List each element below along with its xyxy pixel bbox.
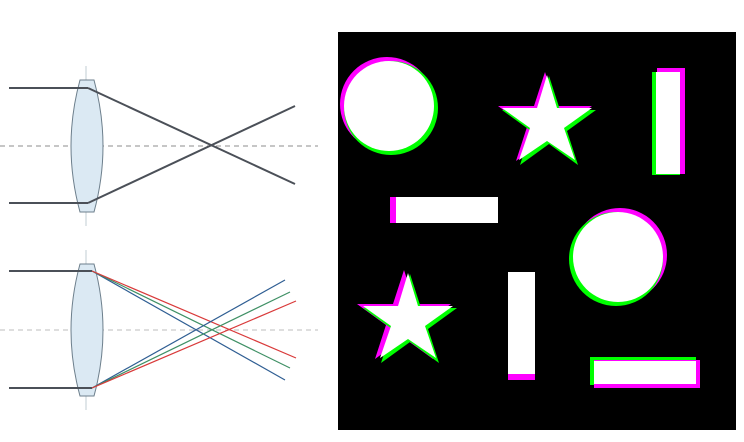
lens-shape-bottom bbox=[70, 263, 104, 397]
circle-shape-top-left bbox=[340, 57, 438, 155]
white-circle bbox=[573, 212, 663, 302]
horizontal-bar-middle-left bbox=[390, 197, 498, 223]
ray-lower-out bbox=[87, 105, 296, 204]
blue-ray-lower bbox=[91, 279, 286, 389]
incoming-rays-bottom bbox=[9, 270, 92, 389]
star-shape-top bbox=[498, 72, 596, 165]
white-circle bbox=[344, 61, 434, 151]
horizontal-bar-bottom-right bbox=[590, 357, 700, 388]
incoming-rays-top bbox=[9, 87, 88, 204]
white-bar bbox=[594, 361, 696, 384]
chromatic-aberration-shapes bbox=[338, 32, 736, 430]
circle-shape-right bbox=[569, 208, 667, 306]
ray-upper-out bbox=[87, 87, 296, 185]
star-shape-bottom-left bbox=[357, 270, 457, 363]
monochromatic-lens-diagram bbox=[0, 66, 318, 226]
white-star bbox=[502, 75, 592, 160]
focused-rays-top bbox=[87, 87, 296, 204]
red-ray-lower bbox=[91, 300, 297, 389]
blue-ray-upper bbox=[91, 270, 286, 381]
dispersed-rays bbox=[91, 270, 297, 389]
white-bar bbox=[656, 72, 680, 174]
green-ray-upper bbox=[91, 270, 291, 369]
lens-shape-top bbox=[70, 79, 104, 213]
green-ray-lower bbox=[91, 291, 291, 389]
white-bar bbox=[396, 197, 498, 223]
red-ray-upper bbox=[91, 270, 297, 359]
optics-diagram bbox=[0, 66, 318, 410]
vertical-bar-top-right bbox=[652, 68, 685, 175]
white-star bbox=[363, 273, 453, 358]
chromatic-dispersion-lens-diagram bbox=[0, 250, 318, 410]
white-bar bbox=[508, 272, 535, 374]
vertical-bar-bottom bbox=[508, 272, 535, 380]
